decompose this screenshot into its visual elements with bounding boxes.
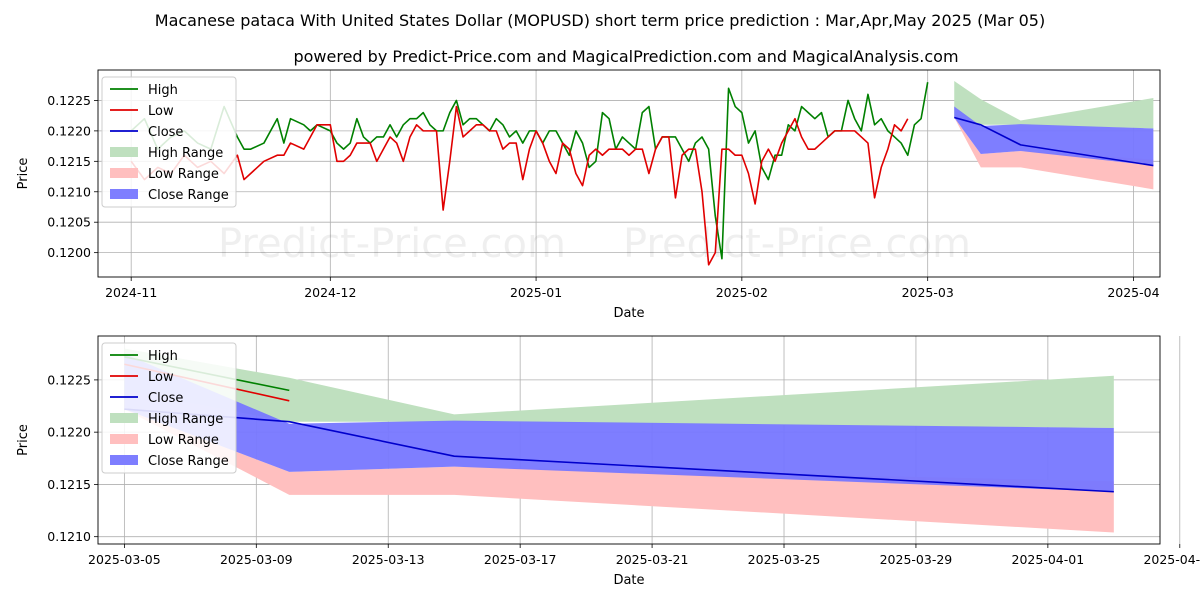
y-tick-label: 0.1210 <box>47 184 91 199</box>
low-series-line <box>130 105 909 266</box>
x-tick-label: 2024-11 <box>105 285 157 300</box>
x-tick-label: 2025-02 <box>716 285 768 300</box>
plot-frame <box>97 335 1161 545</box>
x-tick-label: 2025-03 <box>902 285 954 300</box>
legend-label: Close Range <box>148 454 229 469</box>
legend-swatch-patch <box>110 147 138 157</box>
bottom-panel: 2025-03-05 2025-03-09 2025-03-13 2025-03-17… <box>16 335 1200 588</box>
y-tick-label: 0.1225 <box>47 372 91 387</box>
legend-label: High <box>148 349 178 364</box>
legend-label: Low <box>148 370 174 385</box>
x-tick-label: 2025-03-17 <box>484 552 557 567</box>
legend-swatch-patch <box>110 189 138 199</box>
legend-swatch-patch <box>110 434 138 444</box>
y-tick-label: 0.1220 <box>47 425 91 440</box>
chart-subtitle: powered by Predict-Price.com and Magical… <box>293 47 958 66</box>
legend-label: High Range <box>148 146 223 161</box>
close-range-band <box>124 353 1114 492</box>
y-tick-label: 0.1210 <box>47 529 91 544</box>
x-tick-label: 2025-03-21 <box>616 552 689 567</box>
y-axis-label: Price <box>16 424 31 456</box>
y-tick-label: 0.1200 <box>47 245 91 260</box>
x-axis-label: Date <box>613 306 644 321</box>
legend-label: High Range <box>148 412 223 427</box>
legend-label: Close <box>148 391 183 406</box>
legend-label: High <box>148 83 178 98</box>
x-tick-label: 2025-03-29 <box>880 552 953 567</box>
chart-title: Macanese pataca With United States Dolla… <box>155 11 1045 30</box>
high-series-line <box>130 82 929 260</box>
x-tick-label: 2025-04 <box>1107 285 1159 300</box>
legend-label: Close <box>148 125 183 140</box>
x-tick-label: 2025-04-01 <box>1012 552 1085 567</box>
top-panel: 2024-11 2024-12 2025-01 2025-02 2025-03 2025-… <box>16 69 1161 321</box>
y-tick-label: 0.1220 <box>47 123 91 138</box>
legend-swatch-patch <box>110 413 138 423</box>
y-axis-label: Price <box>16 158 31 190</box>
x-tick-label: 2025-03-25 <box>748 552 821 567</box>
x-tick-label: 2025-03-13 <box>352 552 425 567</box>
legend-label: Low <box>148 104 174 119</box>
close-series-line <box>954 116 1154 167</box>
close-range-band <box>954 106 1154 166</box>
y-tick-label: 0.1215 <box>47 154 91 169</box>
high-range-band <box>124 348 1114 428</box>
x-tick-label: 2024-12 <box>304 285 356 300</box>
x-tick-label: 2025-01 <box>510 285 562 300</box>
x-axis-label: Date <box>613 573 644 588</box>
x-tick-label: 2025-03-09 <box>220 552 293 567</box>
y-tick-label: 0.1205 <box>47 215 91 230</box>
watermark-text: Predict-Price.com <box>218 221 566 267</box>
plot-area <box>130 80 1154 266</box>
y-tick-label: 0.1215 <box>47 477 91 492</box>
plot-area <box>124 348 1114 533</box>
high-range-band <box>954 80 1154 129</box>
legend-swatch-patch <box>110 168 138 178</box>
legend-label: Low Range <box>148 167 219 182</box>
x-tick-label: 2025-03-05 <box>88 552 161 567</box>
legend-label: Close Range <box>148 188 229 203</box>
x-tick-label: 2025-04-05 <box>1143 552 1200 567</box>
plot-frame <box>97 69 1161 278</box>
legend-label: Low Range <box>148 433 219 448</box>
legend-swatch-patch <box>110 455 138 465</box>
watermark-text: Predict-Price.com <box>623 221 971 267</box>
y-tick-label: 0.1225 <box>47 93 91 108</box>
